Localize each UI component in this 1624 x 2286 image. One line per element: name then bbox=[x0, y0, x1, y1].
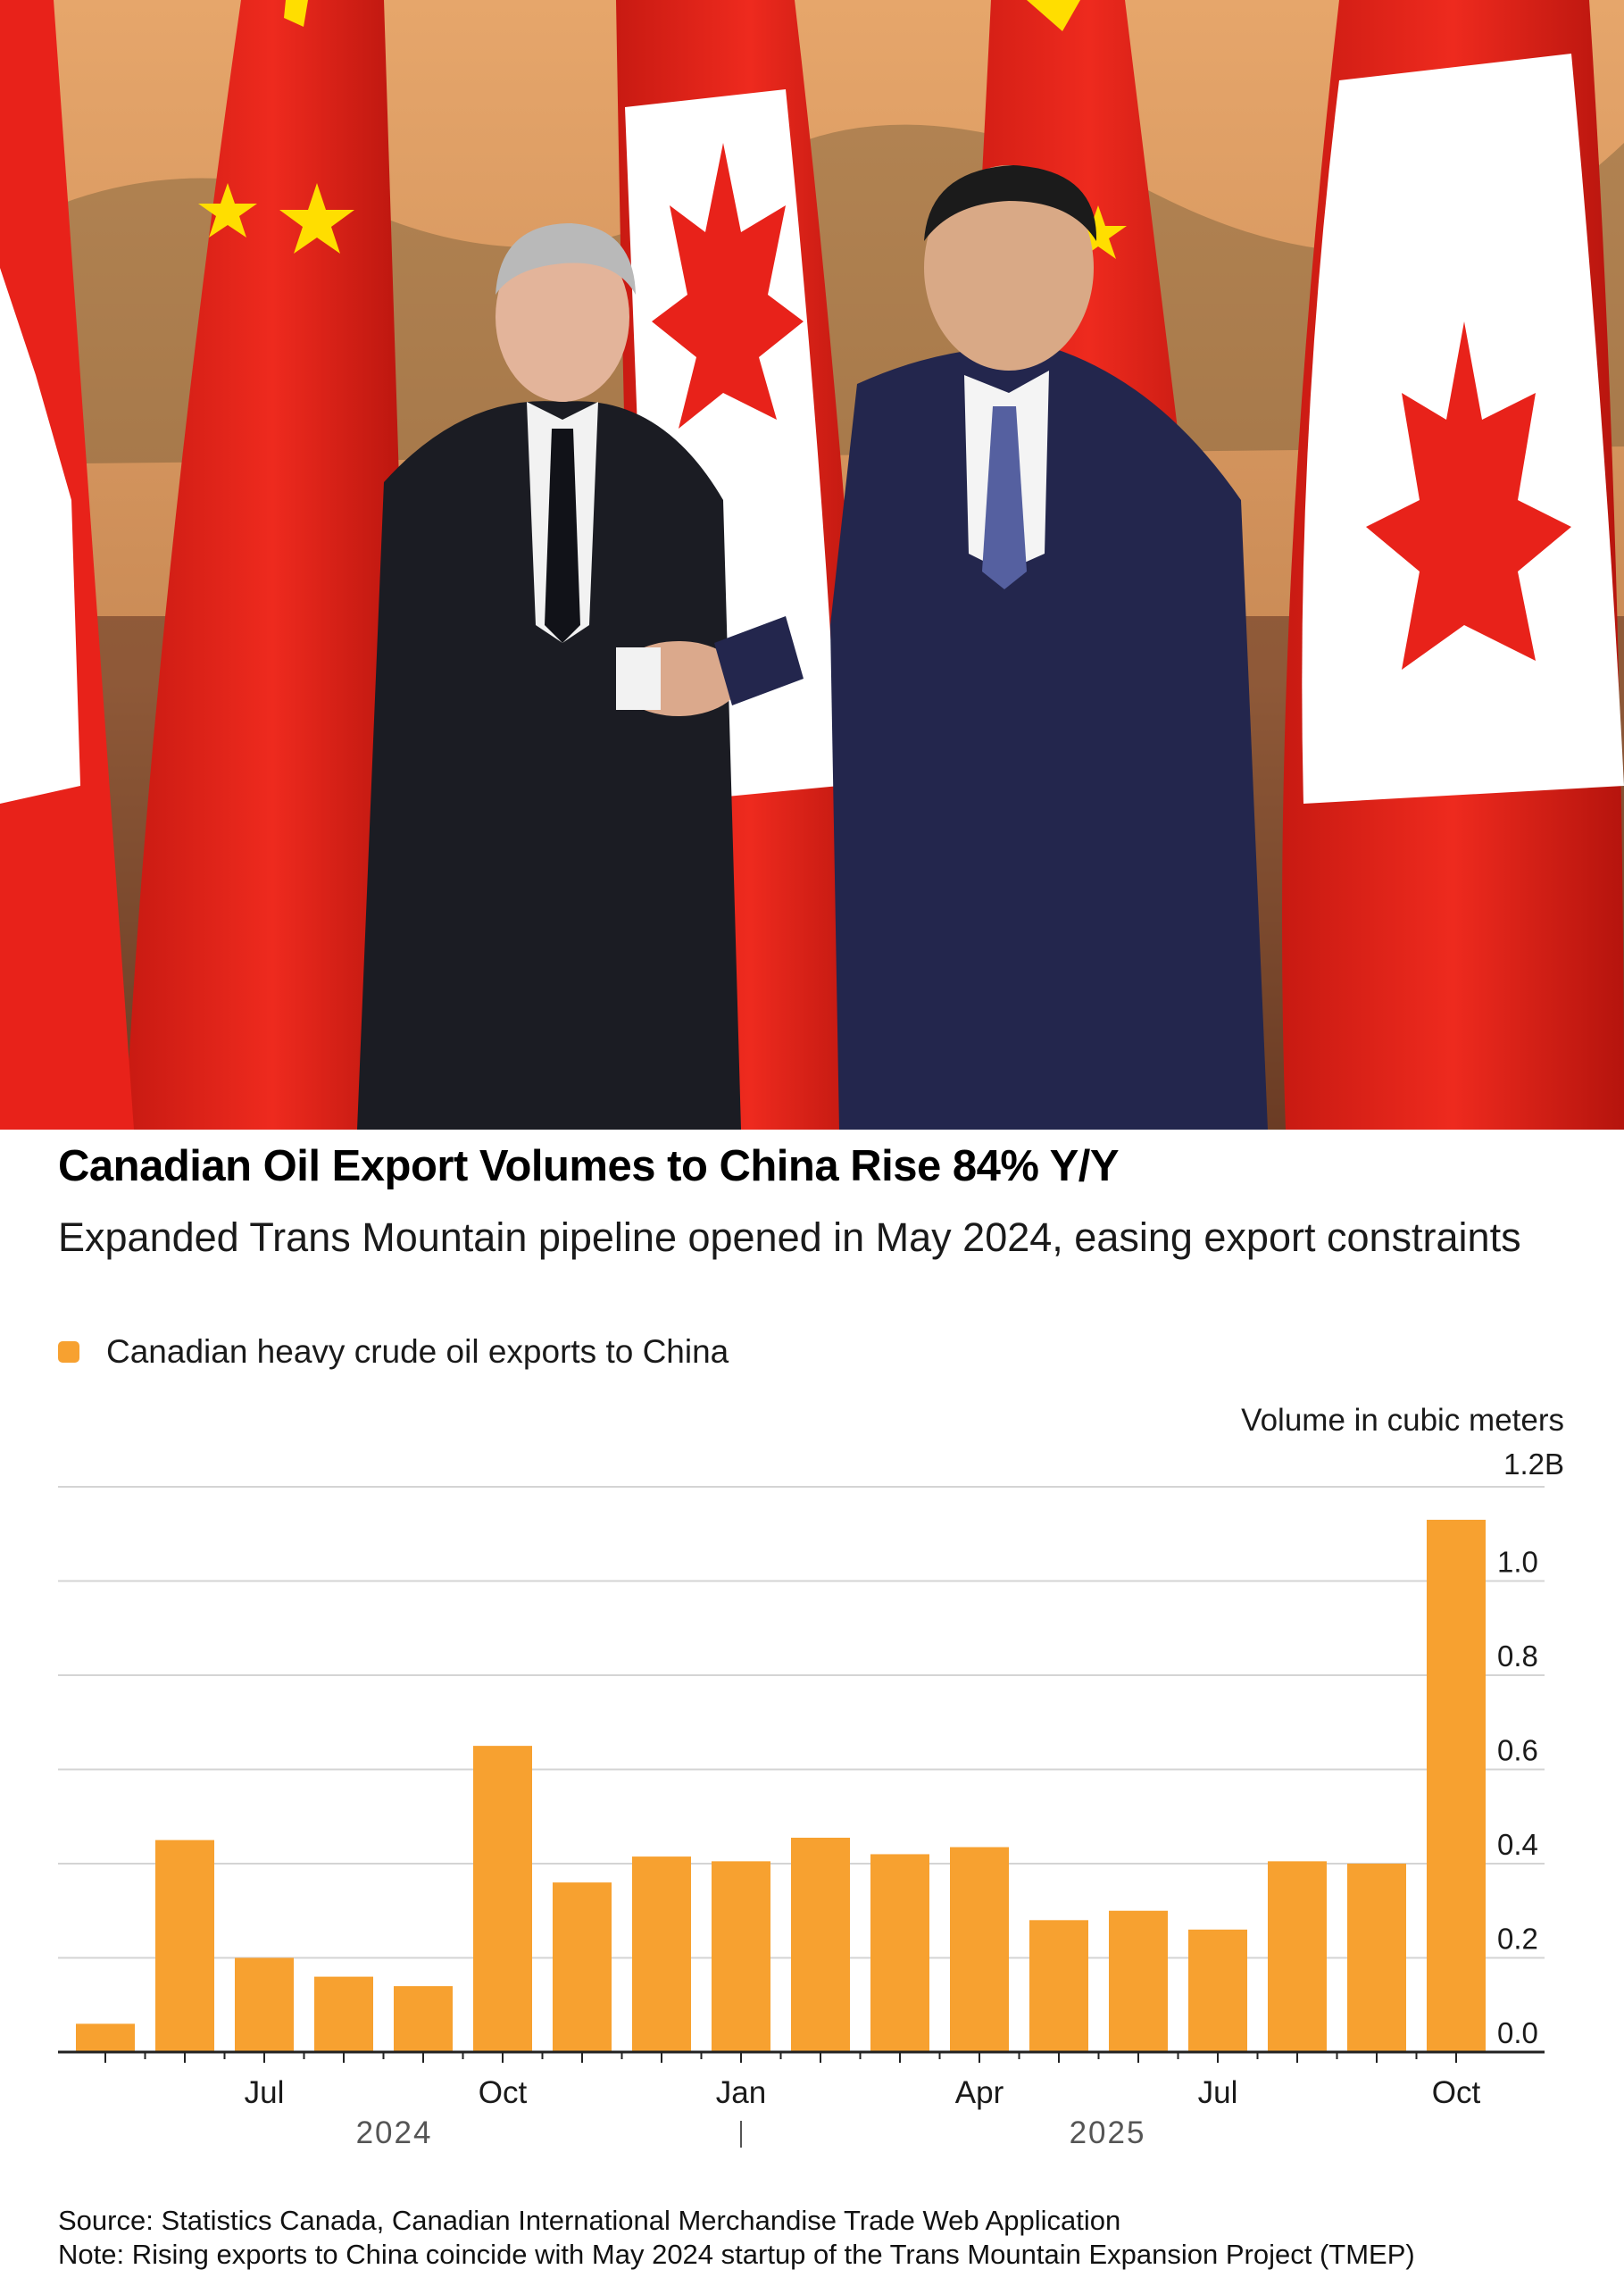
source-note: Source: Statistics Canada, Canadian Inte… bbox=[58, 2205, 1121, 2236]
y-tick-label: 0.6 bbox=[1497, 1734, 1538, 1767]
legend-swatch bbox=[58, 1341, 79, 1363]
bar bbox=[1347, 1864, 1406, 2052]
footnote: Note: Rising exports to China coincide w… bbox=[58, 2239, 1415, 2270]
legend-label: Canadian heavy crude oil exports to Chin… bbox=[106, 1333, 729, 1370]
chart-title: Canadian Oil Export Volumes to China Ris… bbox=[58, 1142, 1120, 1190]
x-year-label: 2025 bbox=[1070, 2115, 1146, 2150]
y-tick-label: 0.2 bbox=[1497, 1923, 1538, 1956]
x-tick-label: Jul bbox=[245, 2075, 285, 2110]
y-tick-label: 1.0 bbox=[1497, 1546, 1538, 1579]
bar bbox=[553, 1882, 612, 2052]
y-tick-label: 1.2B bbox=[1503, 1448, 1564, 1481]
bar bbox=[76, 2023, 135, 2052]
y-axis-label: Volume in cubic meters bbox=[1241, 1403, 1564, 1438]
bar bbox=[870, 1854, 929, 2052]
y-tick-label: 0.4 bbox=[1497, 1828, 1538, 1861]
bar bbox=[473, 1746, 532, 2052]
y-tick-label: 0.0 bbox=[1497, 2016, 1538, 2049]
person-right bbox=[830, 165, 1268, 1130]
handshake-icon bbox=[616, 616, 804, 716]
bar bbox=[314, 1976, 373, 2052]
bar bbox=[1109, 1910, 1168, 2052]
x-tick-label: Apr bbox=[955, 2075, 1004, 2110]
chart-subtitle: Expanded Trans Mountain pipeline opened … bbox=[58, 1214, 1521, 1260]
bar bbox=[791, 1837, 850, 2052]
bar bbox=[1268, 1861, 1327, 2052]
bar bbox=[1029, 1920, 1088, 2052]
bar bbox=[235, 1957, 294, 2052]
bar bbox=[712, 1861, 770, 2052]
canadian-flag-icon bbox=[0, 0, 134, 1130]
bar bbox=[1427, 1519, 1486, 2052]
x-tick-label: Oct bbox=[479, 2075, 528, 2110]
x-tick-label: Oct bbox=[1432, 2075, 1481, 2110]
x-year-label: 2024 bbox=[356, 2115, 433, 2150]
chart-footer: Source: Statistics Canada, Canadian Inte… bbox=[58, 2204, 1415, 2272]
bar bbox=[155, 1840, 214, 2052]
x-tick-label: Jul bbox=[1198, 2075, 1238, 2110]
chinese-flag-icon bbox=[125, 0, 420, 1130]
bar bbox=[394, 1986, 453, 2052]
y-tick-label: 0.8 bbox=[1497, 1639, 1538, 1673]
bar bbox=[1188, 1929, 1247, 2052]
meeting-photo bbox=[0, 0, 1624, 1130]
canadian-flag-icon bbox=[1282, 0, 1624, 1130]
bar bbox=[950, 1847, 1009, 2052]
person-left bbox=[357, 223, 741, 1130]
chart-legend: Canadian heavy crude oil exports to Chin… bbox=[58, 1333, 729, 1371]
bar bbox=[632, 1856, 691, 2052]
x-tick-label: Jan bbox=[716, 2075, 766, 2110]
